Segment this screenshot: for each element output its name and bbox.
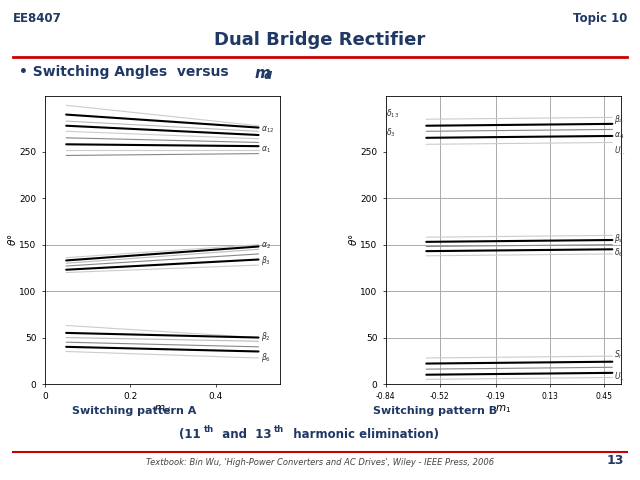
Text: $\delta_3$: $\delta_3$ [386,126,396,139]
Text: th: th [274,425,284,434]
Text: Switching pattern A: Switching pattern A [72,406,196,416]
Text: $\beta_6$: $\beta_6$ [260,351,271,364]
Text: $\alpha_2$: $\alpha_2$ [260,240,271,251]
Text: $\alpha_{12}$: $\alpha_{12}$ [260,124,274,135]
Text: d: d [264,71,272,81]
Text: Switching pattern B: Switching pattern B [373,406,497,416]
Text: $U_1$: $U_1$ [614,371,625,383]
Text: Textbook: Bin Wu, 'High-Power Converters and AC Drives', Wiley - IEEE Press, 200: Textbook: Bin Wu, 'High-Power Converters… [146,457,494,467]
Text: 13: 13 [607,454,624,467]
Text: $\alpha_1$: $\alpha_1$ [260,145,271,155]
Text: Dual Bridge Rectifier: Dual Bridge Rectifier [214,31,426,49]
Text: and  13: and 13 [214,428,272,441]
Text: $\beta_s$: $\beta_s$ [614,232,623,245]
Text: th: th [204,425,214,434]
Text: $\delta_{13}$: $\delta_{13}$ [386,108,399,120]
Text: $\beta_4$: $\beta_4$ [614,113,624,126]
X-axis label: $\mathit{m}_1$: $\mathit{m}_1$ [495,403,511,415]
Text: $\delta_6$: $\delta_6$ [614,247,624,259]
Text: (11: (11 [179,428,201,441]
X-axis label: $\mathit{m}_d$: $\mathit{m}_d$ [154,403,171,415]
Text: EE8407: EE8407 [13,12,61,25]
Text: m: m [255,66,271,81]
Text: $S_n$: $S_n$ [614,349,624,361]
Text: $\beta_2$: $\beta_2$ [260,330,271,343]
Y-axis label: $\theta°$: $\theta°$ [6,234,18,246]
Y-axis label: $\theta°$: $\theta°$ [347,234,359,246]
Text: $U_{..}$: $U_{..}$ [614,144,625,157]
Text: $\alpha_4$: $\alpha_4$ [614,131,624,141]
Text: • Switching Angles  versus: • Switching Angles versus [19,65,239,79]
Text: harmonic elimination): harmonic elimination) [285,428,439,441]
Text: $\beta_3$: $\beta_3$ [260,254,271,267]
Text: Topic 10: Topic 10 [573,12,627,25]
